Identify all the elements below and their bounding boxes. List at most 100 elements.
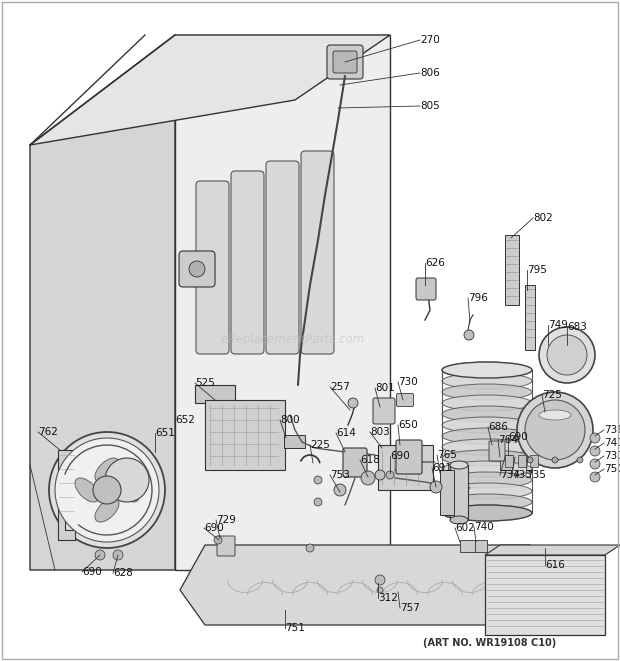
Text: 802: 802 [533,213,553,223]
Circle shape [348,398,358,408]
Text: 690: 690 [204,523,224,533]
Ellipse shape [442,406,532,422]
Text: 741: 741 [604,438,620,448]
Circle shape [590,472,600,482]
Text: 683: 683 [567,322,587,332]
Ellipse shape [75,478,99,502]
Circle shape [93,476,121,504]
Ellipse shape [442,494,532,510]
Bar [485,555,605,635]
Circle shape [590,446,600,456]
Ellipse shape [442,461,532,477]
Circle shape [547,335,587,375]
Polygon shape [58,450,75,540]
Ellipse shape [442,362,532,378]
Circle shape [95,550,105,560]
Text: 257: 257 [330,382,350,392]
FancyBboxPatch shape [327,45,363,79]
Text: 801: 801 [375,383,395,393]
FancyBboxPatch shape [343,448,367,477]
Text: 616: 616 [545,560,565,570]
Text: 762: 762 [38,427,58,437]
FancyBboxPatch shape [333,51,357,73]
Circle shape [539,327,595,383]
Text: 525: 525 [195,378,215,388]
Circle shape [105,458,149,502]
Text: 749: 749 [548,320,568,330]
Text: 730: 730 [398,377,418,387]
Circle shape [314,498,322,506]
Text: 805: 805 [420,101,440,111]
Circle shape [577,457,583,463]
Text: 753: 753 [330,470,350,480]
Bar [195,385,235,403]
Circle shape [525,400,585,460]
Text: 614: 614 [336,428,356,438]
Ellipse shape [442,384,532,400]
Circle shape [464,330,474,340]
Circle shape [590,459,600,469]
Circle shape [377,587,383,593]
Bar [505,455,513,467]
Text: 765: 765 [437,450,457,460]
Ellipse shape [115,478,139,502]
Circle shape [517,392,593,468]
Circle shape [189,261,205,277]
FancyBboxPatch shape [397,393,414,407]
FancyBboxPatch shape [396,440,422,474]
Circle shape [375,575,385,585]
Ellipse shape [442,439,532,455]
Circle shape [386,471,394,479]
FancyBboxPatch shape [231,171,264,354]
Text: 690: 690 [82,567,102,577]
Text: 751: 751 [285,623,305,633]
Bar [505,235,519,305]
Text: 795: 795 [527,265,547,275]
Text: 800: 800 [280,415,299,425]
Bar [450,465,468,520]
Bar [518,455,526,467]
Circle shape [314,476,322,484]
FancyBboxPatch shape [489,441,505,461]
Ellipse shape [95,458,119,482]
Bar [500,455,512,470]
Circle shape [214,536,222,544]
Bar [440,470,454,515]
Bar [205,400,285,470]
Polygon shape [180,545,555,625]
Text: 652: 652 [175,415,195,425]
Polygon shape [175,35,390,570]
Ellipse shape [442,428,532,444]
Bar [530,455,538,467]
Circle shape [98,481,116,499]
Text: 736: 736 [604,425,620,435]
Ellipse shape [450,461,468,469]
Text: 686: 686 [488,422,508,432]
Bar [378,445,433,490]
Circle shape [375,470,385,480]
Ellipse shape [442,472,532,488]
Text: 733: 733 [512,470,532,480]
FancyBboxPatch shape [179,251,215,287]
Text: 764: 764 [498,435,518,445]
Circle shape [361,471,375,485]
Circle shape [527,457,533,463]
Text: 628: 628 [113,568,133,578]
Text: 626: 626 [425,258,445,268]
Ellipse shape [442,362,532,378]
Ellipse shape [442,417,532,433]
Text: 725: 725 [542,390,562,400]
Text: 806: 806 [420,68,440,78]
Circle shape [306,544,314,552]
FancyBboxPatch shape [301,151,334,354]
Circle shape [113,550,123,560]
Text: 737: 737 [604,451,620,461]
Text: 796: 796 [468,293,488,303]
Text: 740: 740 [474,522,494,532]
Circle shape [552,457,558,463]
Text: 729: 729 [216,515,236,525]
Bar [475,540,487,552]
Ellipse shape [442,450,532,466]
FancyBboxPatch shape [373,398,395,424]
Polygon shape [284,435,305,448]
